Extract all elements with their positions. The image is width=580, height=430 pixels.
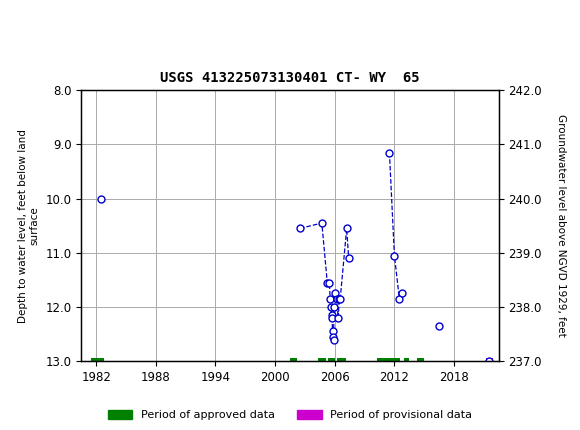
Legend: Period of approved data, Period of provisional data: Period of approved data, Period of provi… [103, 405, 477, 424]
Bar [404, 359, 409, 364]
Bar [318, 359, 326, 364]
Text: ≡USGS: ≡USGS [12, 10, 82, 28]
Y-axis label: Groundwater level above NGVD 1929, feet: Groundwater level above NGVD 1929, feet [556, 114, 566, 337]
Bar [337, 359, 346, 364]
Bar [378, 359, 400, 364]
Bar [486, 359, 493, 364]
Bar [417, 359, 424, 364]
Y-axis label: Depth to water level, feet below land
surface: Depth to water level, feet below land su… [18, 129, 40, 322]
Bar [290, 359, 297, 364]
Bar [91, 359, 104, 364]
Bar [328, 359, 335, 364]
Title: USGS 413225073130401 CT- WY  65: USGS 413225073130401 CT- WY 65 [160, 71, 420, 85]
